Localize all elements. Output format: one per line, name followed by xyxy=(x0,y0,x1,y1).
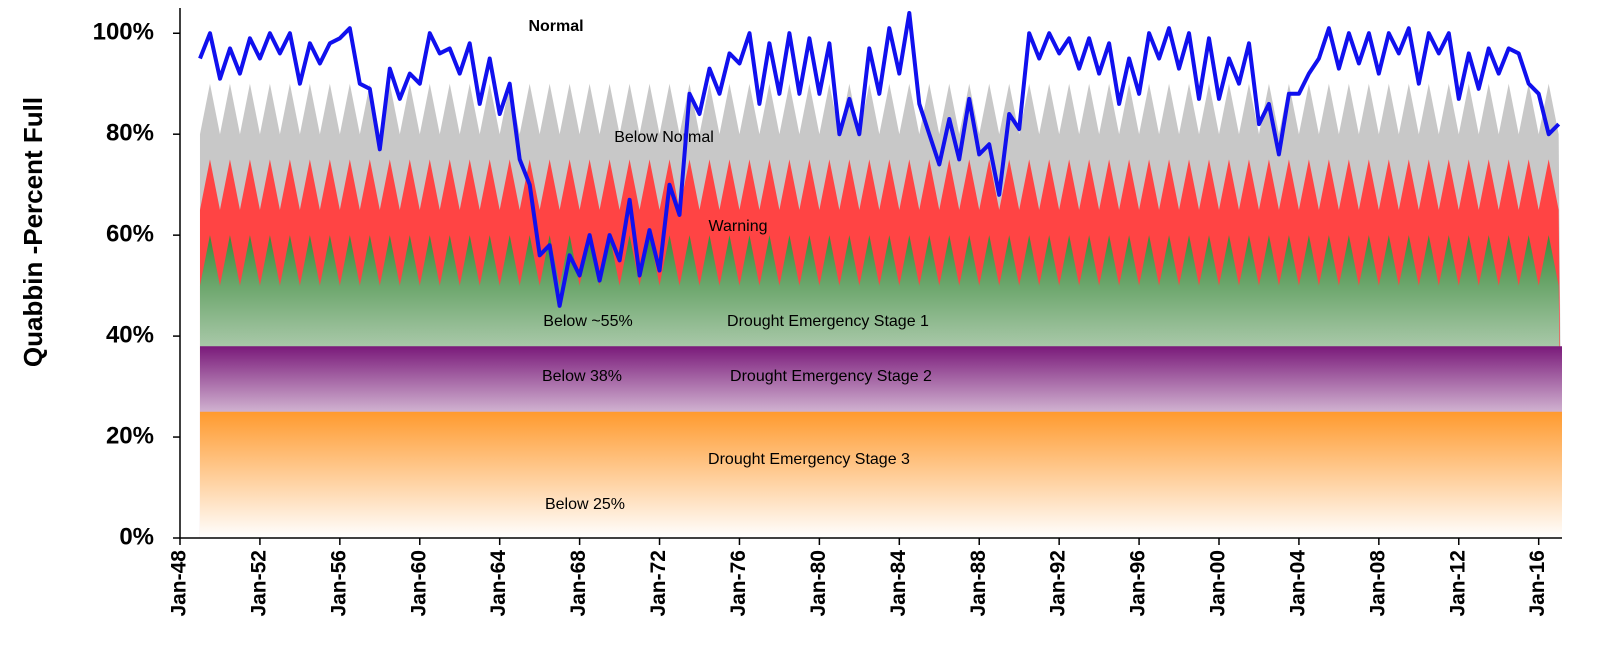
annotation: Drought Emergency Stage 2 xyxy=(730,368,932,385)
x-tick-label: Jan-48 xyxy=(168,550,191,617)
x-tick-label: Jan-56 xyxy=(327,550,350,617)
x-tick-label: Jan-88 xyxy=(967,550,990,617)
annotation: Warning xyxy=(709,218,768,235)
x-tick-label: Jan-12 xyxy=(1446,550,1469,617)
y-tick-label: 40% xyxy=(106,321,154,348)
x-tick-label: Jan-84 xyxy=(887,550,910,617)
annotation: Drought Emergency Stage 1 xyxy=(727,313,929,330)
x-tick-label: Jan-68 xyxy=(567,550,590,617)
x-tick-label: Jan-92 xyxy=(1047,550,1070,617)
y-axis-label: Quabbin -Percent Full xyxy=(18,97,48,367)
x-tick-label: Jan-04 xyxy=(1286,550,1309,617)
x-tick-label: Jan-72 xyxy=(647,550,670,617)
x-tick-label: Jan-08 xyxy=(1366,550,1389,617)
series-line xyxy=(198,11,1561,308)
x-tick-label: Jan-64 xyxy=(487,550,510,617)
y-tick-label: 100% xyxy=(93,19,154,46)
x-tick-label: Jan-00 xyxy=(1207,550,1230,617)
x-tick-label: Jan-80 xyxy=(807,550,830,617)
y-tick-label: 0% xyxy=(119,523,154,550)
x-tick-label: Jan-96 xyxy=(1127,550,1150,617)
y-tick-label: 80% xyxy=(106,120,154,147)
y-tick-label: 60% xyxy=(106,220,154,247)
annotation: Normal xyxy=(528,18,583,35)
annotation: Drought Emergency Stage 3 xyxy=(708,451,910,468)
x-tick-label: Jan-52 xyxy=(247,550,270,617)
annotation: Below Normal xyxy=(614,129,714,146)
y-tick-label: 20% xyxy=(106,422,154,449)
band xyxy=(199,411,1563,538)
annotation: Below 25% xyxy=(545,496,625,513)
x-tick-label: Jan-16 xyxy=(1526,550,1549,617)
annotation: Below 38% xyxy=(542,368,622,385)
x-tick-label: Jan-76 xyxy=(727,550,750,617)
annotation: Below ~55% xyxy=(543,313,632,330)
x-tick-label: Jan-60 xyxy=(407,550,430,617)
